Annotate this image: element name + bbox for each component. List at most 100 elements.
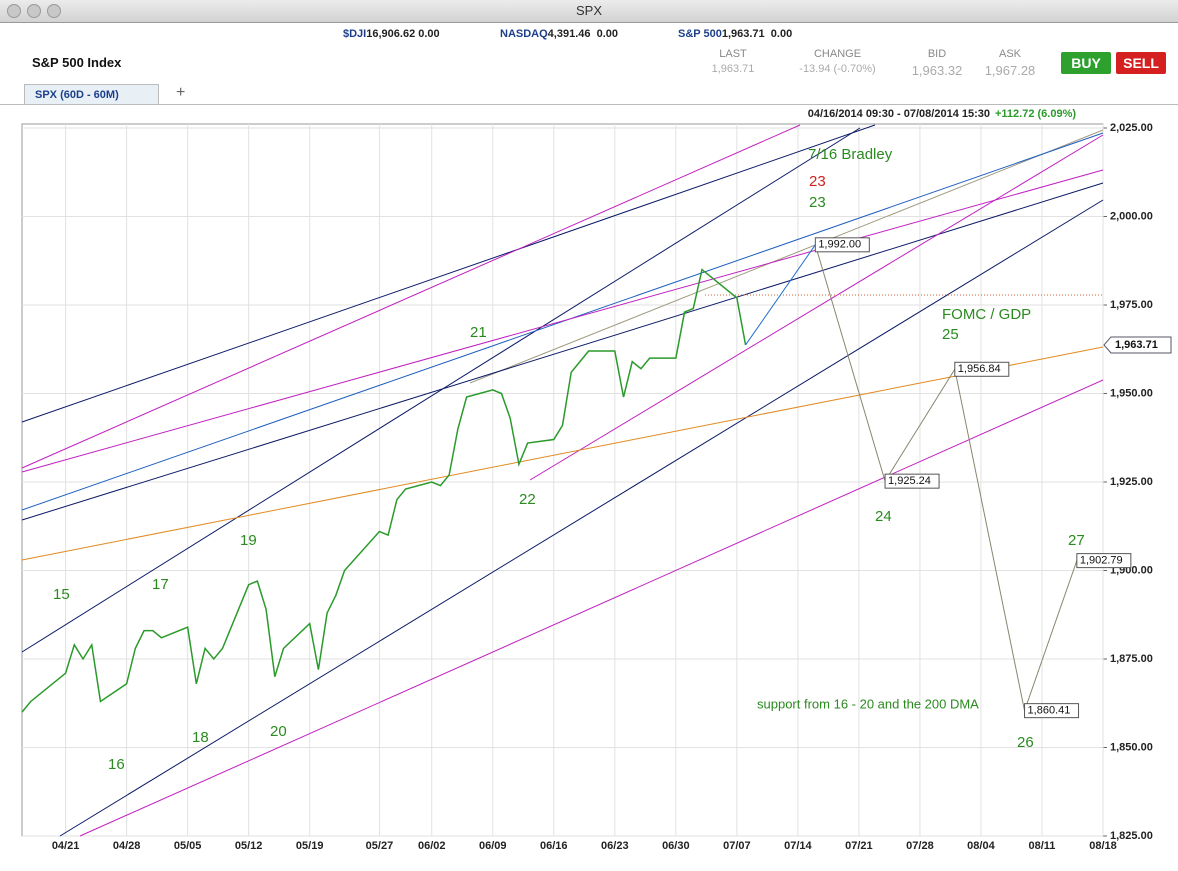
projection-label: 1,925.24: [888, 475, 931, 487]
projection-label: 1,860.41: [1028, 705, 1071, 717]
y-tick-label: 1,925.00: [1110, 476, 1153, 488]
range-change: +112.72 (6.09%): [995, 108, 1076, 120]
sell-button[interactable]: SELL: [1116, 52, 1166, 74]
annotation: 7/16 Bradley: [808, 146, 893, 163]
date-range: 04/16/2014 09:30 - 07/08/2014 15:30: [808, 108, 990, 120]
annotation: 23: [809, 194, 826, 211]
y-tick-label: 2,000.00: [1110, 210, 1153, 222]
quote-change: 0.00: [770, 28, 793, 40]
x-tick-label: 07/28: [906, 840, 934, 852]
x-tick-label: 08/11: [1029, 840, 1056, 852]
quote-symbol: S&P 500: [678, 28, 722, 40]
index-name: S&P 500 Index: [32, 55, 122, 70]
projection-segment: [954, 369, 1026, 711]
annotation: 26: [1017, 734, 1034, 751]
x-tick-label: 07/07: [723, 840, 751, 852]
price-line: [21, 268, 747, 713]
annotation: FOMC / GDP: [942, 306, 1031, 323]
x-tick-label: 05/12: [235, 840, 263, 852]
change-label: CHANGE: [813, 48, 862, 60]
projection-label: 1,992.00: [818, 239, 861, 251]
x-tick-label: 06/02: [418, 840, 446, 852]
quote-change: 0.00: [596, 28, 619, 40]
x-tick-label: 05/19: [296, 840, 324, 852]
trendline: [21, 127, 861, 653]
trendline: [21, 182, 1104, 521]
x-tick-label: 07/14: [784, 840, 812, 852]
trendline: [21, 124, 876, 423]
x-tick-label: 06/23: [601, 840, 629, 852]
bid-value: 1,963.32: [911, 63, 963, 78]
y-tick-label: 1,825.00: [1110, 830, 1153, 842]
x-tick-label: 08/04: [967, 840, 995, 852]
annotation: 17: [152, 576, 169, 593]
projection-label-box: [814, 237, 870, 253]
ask-label: ASK: [998, 48, 1021, 60]
projection-label-box: [1024, 703, 1080, 719]
last-price-tag: [1103, 336, 1172, 354]
annotation: 23: [809, 173, 826, 190]
tab-divider: [0, 104, 1178, 105]
trendline: [79, 379, 1104, 837]
last-label: LAST: [719, 48, 747, 60]
annotation: 18: [192, 729, 209, 746]
x-tick-label: 08/18: [1089, 840, 1117, 852]
trendline: [21, 124, 801, 469]
y-tick-label: 1,975.00: [1110, 299, 1153, 311]
projection-segment: [884, 369, 956, 482]
y-tick-label: 1,850.00: [1110, 741, 1153, 753]
projection-segment: [745, 244, 816, 346]
x-tick-label: 04/28: [113, 840, 141, 852]
trendline: [21, 346, 1104, 561]
quote-symbol: NASDAQ: [500, 28, 548, 40]
title-bar: SPX: [0, 0, 1178, 23]
trendline: [469, 129, 1104, 384]
x-tick-label: 06/16: [540, 840, 568, 852]
annotation: 25: [942, 326, 959, 343]
add-tab-button[interactable]: +: [176, 84, 186, 101]
quote-change: 0.00: [418, 28, 440, 40]
annotation: 22: [519, 491, 536, 508]
projection-segment: [1024, 560, 1078, 711]
y-tick-label: 2,025.00: [1110, 122, 1153, 134]
window-title: SPX: [575, 3, 602, 18]
trendline: [529, 134, 1104, 481]
quote-symbol: $DJI: [343, 28, 367, 40]
projection-label-box: [954, 361, 1010, 377]
x-tick-label: 05/05: [174, 840, 202, 852]
trendline: [21, 169, 1104, 473]
x-tick-label: 07/21: [845, 840, 873, 852]
annotations: 15 16 17 18 19 20 21 22 7/16 Bradley 23 …: [53, 146, 1085, 773]
bid-label: BID: [927, 48, 947, 60]
annotation: 15: [53, 586, 70, 603]
minimize-button[interactable]: [27, 4, 41, 18]
buy-button[interactable]: BUY: [1061, 52, 1111, 74]
annotation: 16: [108, 756, 125, 773]
y-tick-label: 1,875.00: [1110, 653, 1153, 665]
x-tick-label: 06/30: [662, 840, 690, 852]
annotation: 21: [470, 324, 487, 341]
annotation: support from 16 - 20 and the 200 DMA: [757, 696, 979, 711]
trendlines: [21, 124, 1104, 837]
projection-label-box: [1076, 553, 1132, 569]
x-tick-label: 04/21: [52, 840, 80, 852]
y-tick-label: 1,950.00: [1110, 387, 1153, 399]
zoom-button[interactable]: [47, 4, 61, 18]
x-tick-label: 05/27: [366, 840, 394, 852]
change-value: -13.94 (-0.70%): [799, 63, 876, 75]
trendline: [59, 199, 1104, 837]
quote-price: 4,391.46: [547, 28, 591, 40]
chart-tab[interactable]: SPX (60D - 60M): [24, 84, 159, 104]
ask-value: 1,967.28: [984, 63, 1036, 78]
close-button[interactable]: [7, 4, 21, 18]
last-price-label: 1,963.71: [1115, 339, 1158, 351]
annotation: 27: [1068, 532, 1085, 549]
quote-price: 16,906.62: [366, 28, 416, 40]
projection-label-box: [884, 473, 940, 489]
annotation: 19: [240, 532, 257, 549]
quote-price: 1,963.71: [721, 28, 765, 40]
annotation: 24: [875, 508, 892, 525]
projection-label: 1,956.84: [958, 363, 1001, 375]
